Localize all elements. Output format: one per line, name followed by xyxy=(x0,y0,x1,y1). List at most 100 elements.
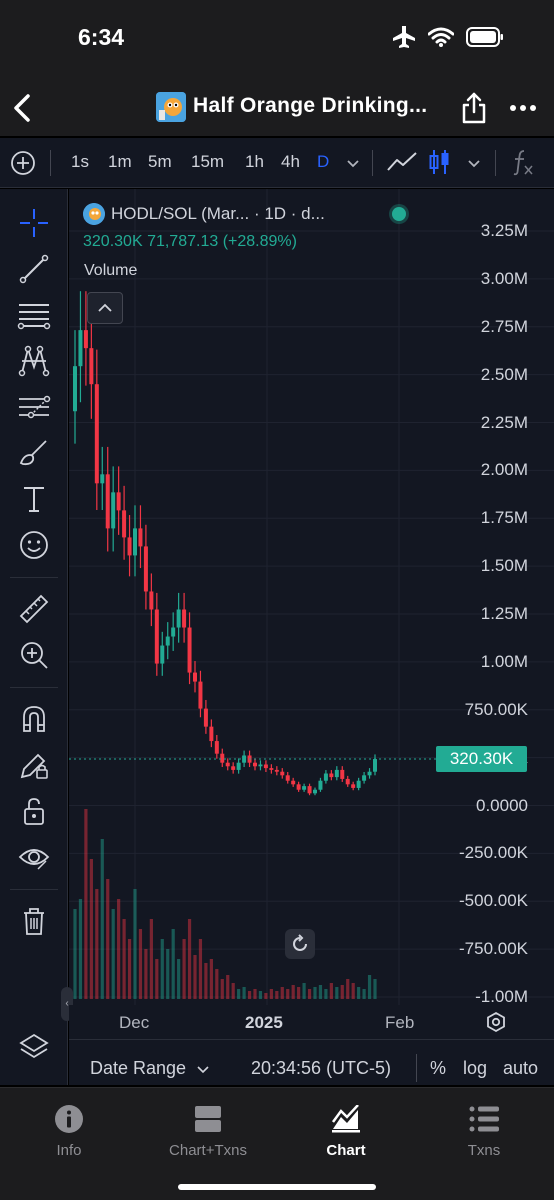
candle-body xyxy=(94,384,99,484)
candle-body xyxy=(258,764,263,767)
more-button[interactable] xyxy=(506,94,540,122)
tab-chart[interactable]: Chart xyxy=(286,1104,406,1159)
forecast-tool[interactable] xyxy=(14,389,54,425)
zoom-tool[interactable] xyxy=(14,637,54,673)
candle-body xyxy=(111,492,116,529)
fib-tool[interactable] xyxy=(14,297,54,333)
price-tick-label: 1.00M xyxy=(480,651,528,671)
volume-legend[interactable]: Volume xyxy=(84,262,138,279)
interval-d[interactable]: D xyxy=(317,152,330,171)
reset-chart-button[interactable] xyxy=(285,929,315,959)
brush-tool[interactable] xyxy=(14,435,54,471)
add-symbol-button[interactable] xyxy=(10,150,36,176)
candle-body xyxy=(351,784,356,788)
interval-1h[interactable]: 1h xyxy=(245,152,264,171)
measure-tool[interactable] xyxy=(14,591,54,627)
chevron-down-icon xyxy=(347,160,359,168)
timezone-clock[interactable]: 20:34:56 (UTC-5) xyxy=(251,1058,392,1078)
percent-scale-toggle[interactable]: % xyxy=(430,1058,447,1078)
lock-drawing-tool[interactable] xyxy=(14,747,54,783)
chevron-down-icon xyxy=(197,1066,209,1074)
volume-bar xyxy=(269,989,273,999)
crosshair-tool[interactable] xyxy=(14,205,54,241)
interval-15m[interactable]: 15m xyxy=(191,152,225,171)
interval-5m[interactable]: 5m xyxy=(148,152,172,171)
chart-settings-button[interactable] xyxy=(485,1011,507,1033)
volume-bar xyxy=(187,919,192,999)
candle-body xyxy=(78,330,83,367)
log-scale-toggle[interactable]: log xyxy=(463,1058,488,1078)
legend-symbol: HODL/SOL (Mar... · 1D · d... xyxy=(111,204,325,223)
candle-body xyxy=(253,762,257,767)
candle-body xyxy=(198,681,203,709)
tab-label: Chart+Txns xyxy=(169,1142,247,1159)
price-tick-label: -1.00M xyxy=(475,987,528,1006)
chart-legend[interactable]: HODL/SOL (Mar... · 1D · d... xyxy=(83,203,325,225)
text-tool[interactable] xyxy=(14,481,54,517)
candle-body xyxy=(329,773,334,778)
volume-bar xyxy=(117,899,121,999)
tab-label: Info xyxy=(56,1142,82,1159)
tab-txns[interactable]: Txns xyxy=(424,1104,544,1159)
volume-bar xyxy=(258,991,263,999)
trend-line-tool[interactable] xyxy=(14,251,54,287)
volume-bar xyxy=(297,987,301,999)
interval-1m[interactable]: 1m xyxy=(108,152,132,171)
magnet-tool[interactable] xyxy=(14,701,54,737)
volume-bar xyxy=(231,983,235,999)
interval-dropdown-button[interactable] xyxy=(346,156,360,174)
interval-4h[interactable]: 4h xyxy=(281,152,300,171)
price-tick-label: 2.25M xyxy=(480,412,528,432)
collapse-legend-button[interactable] xyxy=(87,292,123,324)
emoji-tool[interactable] xyxy=(14,527,54,563)
interval-1s[interactable]: 1s xyxy=(71,152,89,171)
price-tick-label: 3.00M xyxy=(480,268,528,288)
tab-info[interactable]: Info xyxy=(9,1104,129,1159)
volume-bar xyxy=(291,985,295,999)
volume-bar xyxy=(242,987,246,999)
indicators-button[interactable] xyxy=(510,148,536,181)
bottom-separator xyxy=(416,1054,417,1082)
candle-body xyxy=(105,474,110,529)
candle-body xyxy=(296,784,301,790)
object-tree-tool[interactable] xyxy=(14,1029,54,1065)
tab-bar: Info Chart+Txns Chart Txns xyxy=(0,1087,554,1200)
trash-icon xyxy=(24,908,44,935)
volume-bar xyxy=(73,909,77,999)
time-tick-2025: 2025 xyxy=(245,1013,283,1032)
candle-body xyxy=(274,769,279,772)
candle-body xyxy=(176,609,181,628)
lock-all-tool[interactable] xyxy=(14,793,54,829)
candle-body xyxy=(143,546,148,592)
candle-body xyxy=(362,775,367,781)
line-chart-button[interactable] xyxy=(386,150,418,179)
candle-chart-button[interactable] xyxy=(428,148,452,181)
airplane-icon xyxy=(392,26,416,53)
volume-bar xyxy=(302,983,306,999)
share-button[interactable] xyxy=(460,90,488,126)
auto-scale-toggle[interactable]: auto xyxy=(503,1058,539,1078)
candlestick-icon xyxy=(429,150,449,174)
delete-drawings-tool[interactable] xyxy=(14,903,54,939)
candle-body xyxy=(373,759,377,772)
hide-drawings-tool[interactable] xyxy=(14,839,54,875)
candle-body xyxy=(323,773,328,781)
tab-chart-txns[interactable]: Chart+Txns xyxy=(148,1104,268,1159)
brush-icon xyxy=(19,440,47,466)
candle-body xyxy=(89,348,94,385)
back-button[interactable] xyxy=(8,90,38,126)
time-axis[interactable]: Dec 2025 Feb xyxy=(69,1005,554,1039)
page-title: Half Orange Drinking... xyxy=(193,94,428,117)
unlock-icon xyxy=(24,798,44,825)
chart-type-dropdown-button[interactable] xyxy=(467,156,481,174)
pattern-tool[interactable] xyxy=(14,343,54,379)
date-range-dropdown[interactable]: Date Range xyxy=(90,1058,209,1079)
price-chart[interactable] xyxy=(69,189,554,1005)
layers-icon xyxy=(19,1033,49,1059)
volume-bar xyxy=(367,975,372,999)
candle-body xyxy=(334,769,339,778)
gear-icon xyxy=(487,1011,505,1033)
home-indicator xyxy=(178,1184,376,1190)
chart-canvas[interactable]: HODL/SOL (Mar... · 1D · d... 320.30K 71,… xyxy=(61,189,554,1021)
volume-bar xyxy=(204,963,208,999)
